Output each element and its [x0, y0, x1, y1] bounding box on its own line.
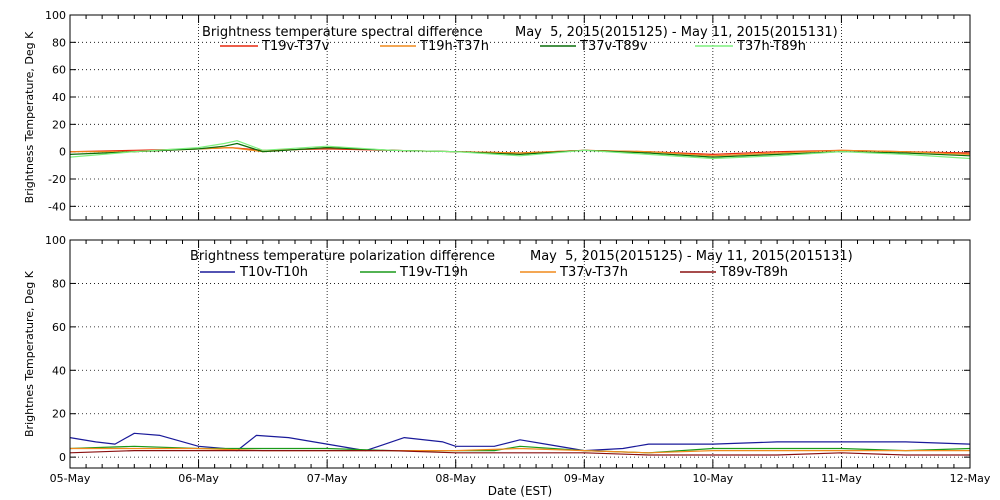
- chart-date-range: May 5, 2015(2015125) - May 11, 2015(2015…: [515, 25, 838, 40]
- x-tick-label: 11-May: [821, 472, 862, 485]
- series-line-T10v-T10h: [69, 432, 971, 452]
- x-tick-label: 09-May: [564, 472, 605, 485]
- y-tick-label: 40: [52, 91, 66, 104]
- legend-label: T37h-T89h: [736, 39, 806, 54]
- y-tick-label: 40: [52, 364, 66, 377]
- y-tick-label: 80: [52, 36, 66, 49]
- y-tick-label: -40: [48, 200, 66, 213]
- x-tick-label: 08-May: [435, 472, 476, 485]
- x-tick-label: 06-May: [178, 472, 219, 485]
- y-tick-label: -20: [48, 173, 66, 186]
- y-tick-label: 100: [45, 234, 66, 247]
- x-tick-label: 10-May: [692, 472, 733, 485]
- x-tick-label: 05-May: [50, 472, 91, 485]
- series-line-T37h-T89h: [69, 140, 971, 160]
- x-axis-label: Date (EST): [488, 484, 552, 498]
- chart-panel-2: 0 20 40 60 80 100 Brightness temperature polar…: [23, 234, 991, 498]
- plot-frame: [69, 239, 971, 469]
- legend-label: T19v-T37v: [261, 39, 330, 54]
- y-tick-label: 0: [59, 146, 66, 159]
- chart-date-range: May 5, 2015(2015125) - May 11, 2015(2015…: [530, 249, 853, 264]
- y-tick-label: 60: [52, 64, 66, 77]
- series-line-T19h-T37h: [70, 147, 971, 157]
- chart-title: Brightness temperature polarization diff…: [190, 249, 495, 264]
- legend-label: T89v-T89h: [719, 265, 788, 280]
- series-line-T89v-T89h: [69, 450, 970, 456]
- legend-label: T37v-T89v: [579, 39, 648, 54]
- legend-label: T10v-T10h: [239, 265, 308, 280]
- x-tick-label: 12-May: [950, 472, 991, 485]
- y-tick-label: 20: [52, 408, 66, 421]
- chart-title: Brightness temperature spectral differen…: [202, 25, 483, 40]
- y-tick-label: 0: [59, 451, 66, 464]
- y-axis-label: Brightness Temperature, Deg K: [23, 31, 36, 203]
- y-tick-label: 100: [45, 9, 66, 22]
- series-line-T37v-T37h: [70, 447, 970, 454]
- legend-label: T19h-T37h: [419, 39, 489, 54]
- legend-label: T19v-T19h: [399, 265, 468, 280]
- plot-frame: [69, 14, 971, 221]
- y-tick-label: 80: [52, 277, 66, 290]
- chart-panel-1: -40 -20 0 20 40 60 80 100 Brightness temperature…: [23, 9, 971, 221]
- legend-label: T37v-T37h: [559, 265, 628, 280]
- y-axis-label: Brightnes Temperature, Deg K: [23, 270, 36, 437]
- y-tick-label: 60: [52, 321, 66, 334]
- y-tick-label: 20: [52, 118, 66, 131]
- x-tick-label: 07-May: [307, 472, 348, 485]
